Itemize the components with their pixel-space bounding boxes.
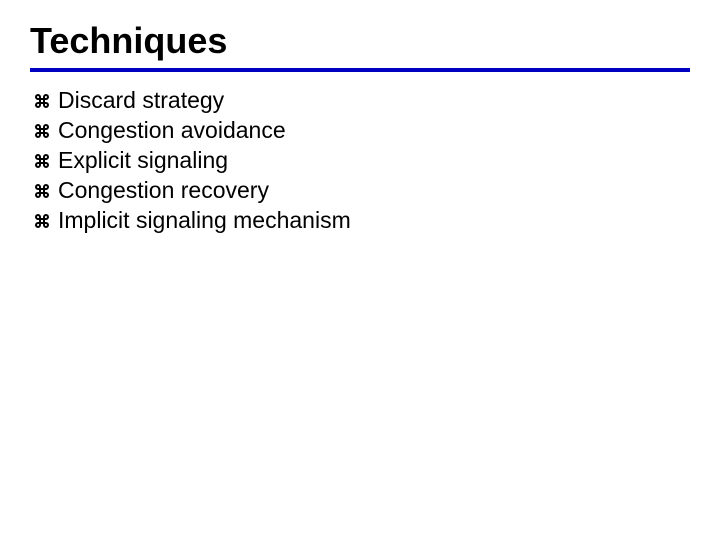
list-item: Explicit signaling — [34, 146, 690, 176]
bullet-text: Congestion recovery — [58, 176, 269, 206]
title-underline-rule — [30, 68, 690, 72]
bullet-text: Implicit signaling mechanism — [58, 206, 351, 236]
command-glyph-icon — [34, 93, 52, 109]
command-glyph-icon — [34, 153, 52, 169]
bullet-text: Congestion avoidance — [58, 116, 286, 146]
list-item: Discard strategy — [34, 86, 690, 116]
command-glyph-icon — [34, 183, 52, 199]
bullet-text: Discard strategy — [58, 86, 224, 116]
command-glyph-icon — [34, 213, 52, 229]
bullet-text: Explicit signaling — [58, 146, 228, 176]
list-item: Implicit signaling mechanism — [34, 206, 690, 236]
slide: Techniques Discard strategy Congestion a… — [0, 0, 720, 540]
command-glyph-icon — [34, 123, 52, 139]
list-item: Congestion recovery — [34, 176, 690, 206]
slide-title: Techniques — [30, 20, 690, 62]
list-item: Congestion avoidance — [34, 116, 690, 146]
bullet-list: Discard strategy Congestion avoidance Ex… — [34, 86, 690, 235]
